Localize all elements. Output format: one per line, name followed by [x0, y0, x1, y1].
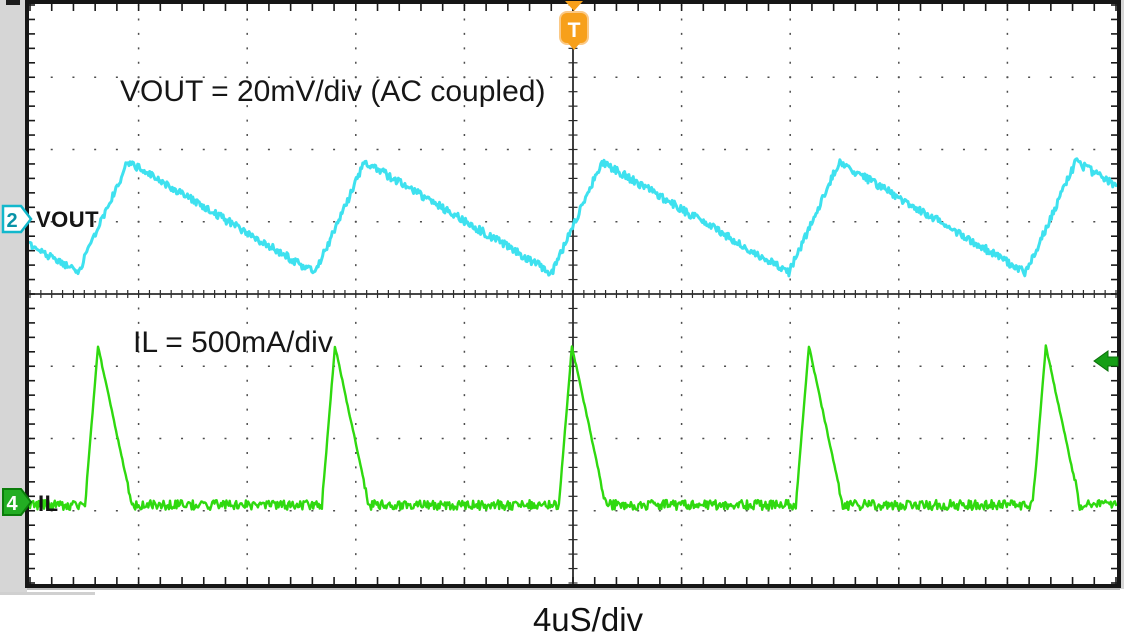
- il-scale-annotation: IL = 500mA/div: [133, 326, 333, 359]
- trace-il: [29, 344, 1117, 512]
- channel2-marker-label: 2: [6, 210, 17, 232]
- trace-vout: [29, 157, 1117, 278]
- ch2-trace-label: VOUT: [36, 207, 99, 232]
- channel4-marker-label: 4: [6, 493, 18, 515]
- trigger-marker-label: T: [568, 19, 581, 42]
- channel4-marker[interactable]: 4: [2, 488, 33, 516]
- timebase-label: 4uS/div: [533, 601, 644, 638]
- vout-scale-annotation: VOUT = 20mV/div (AC coupled): [120, 75, 545, 108]
- trigger-marker[interactable]: T: [559, 1, 589, 50]
- bezel-left-shadow: [0, 592, 95, 595]
- channel2-marker[interactable]: 2: [1, 204, 33, 234]
- ch4-trace-label: IL: [38, 491, 59, 516]
- trigger-arrow-icon: [565, 1, 583, 11]
- bezel-right: [1119, 0, 1124, 589]
- waveforms: [29, 157, 1117, 512]
- trigger-level-arrow-icon[interactable]: [1093, 350, 1119, 372]
